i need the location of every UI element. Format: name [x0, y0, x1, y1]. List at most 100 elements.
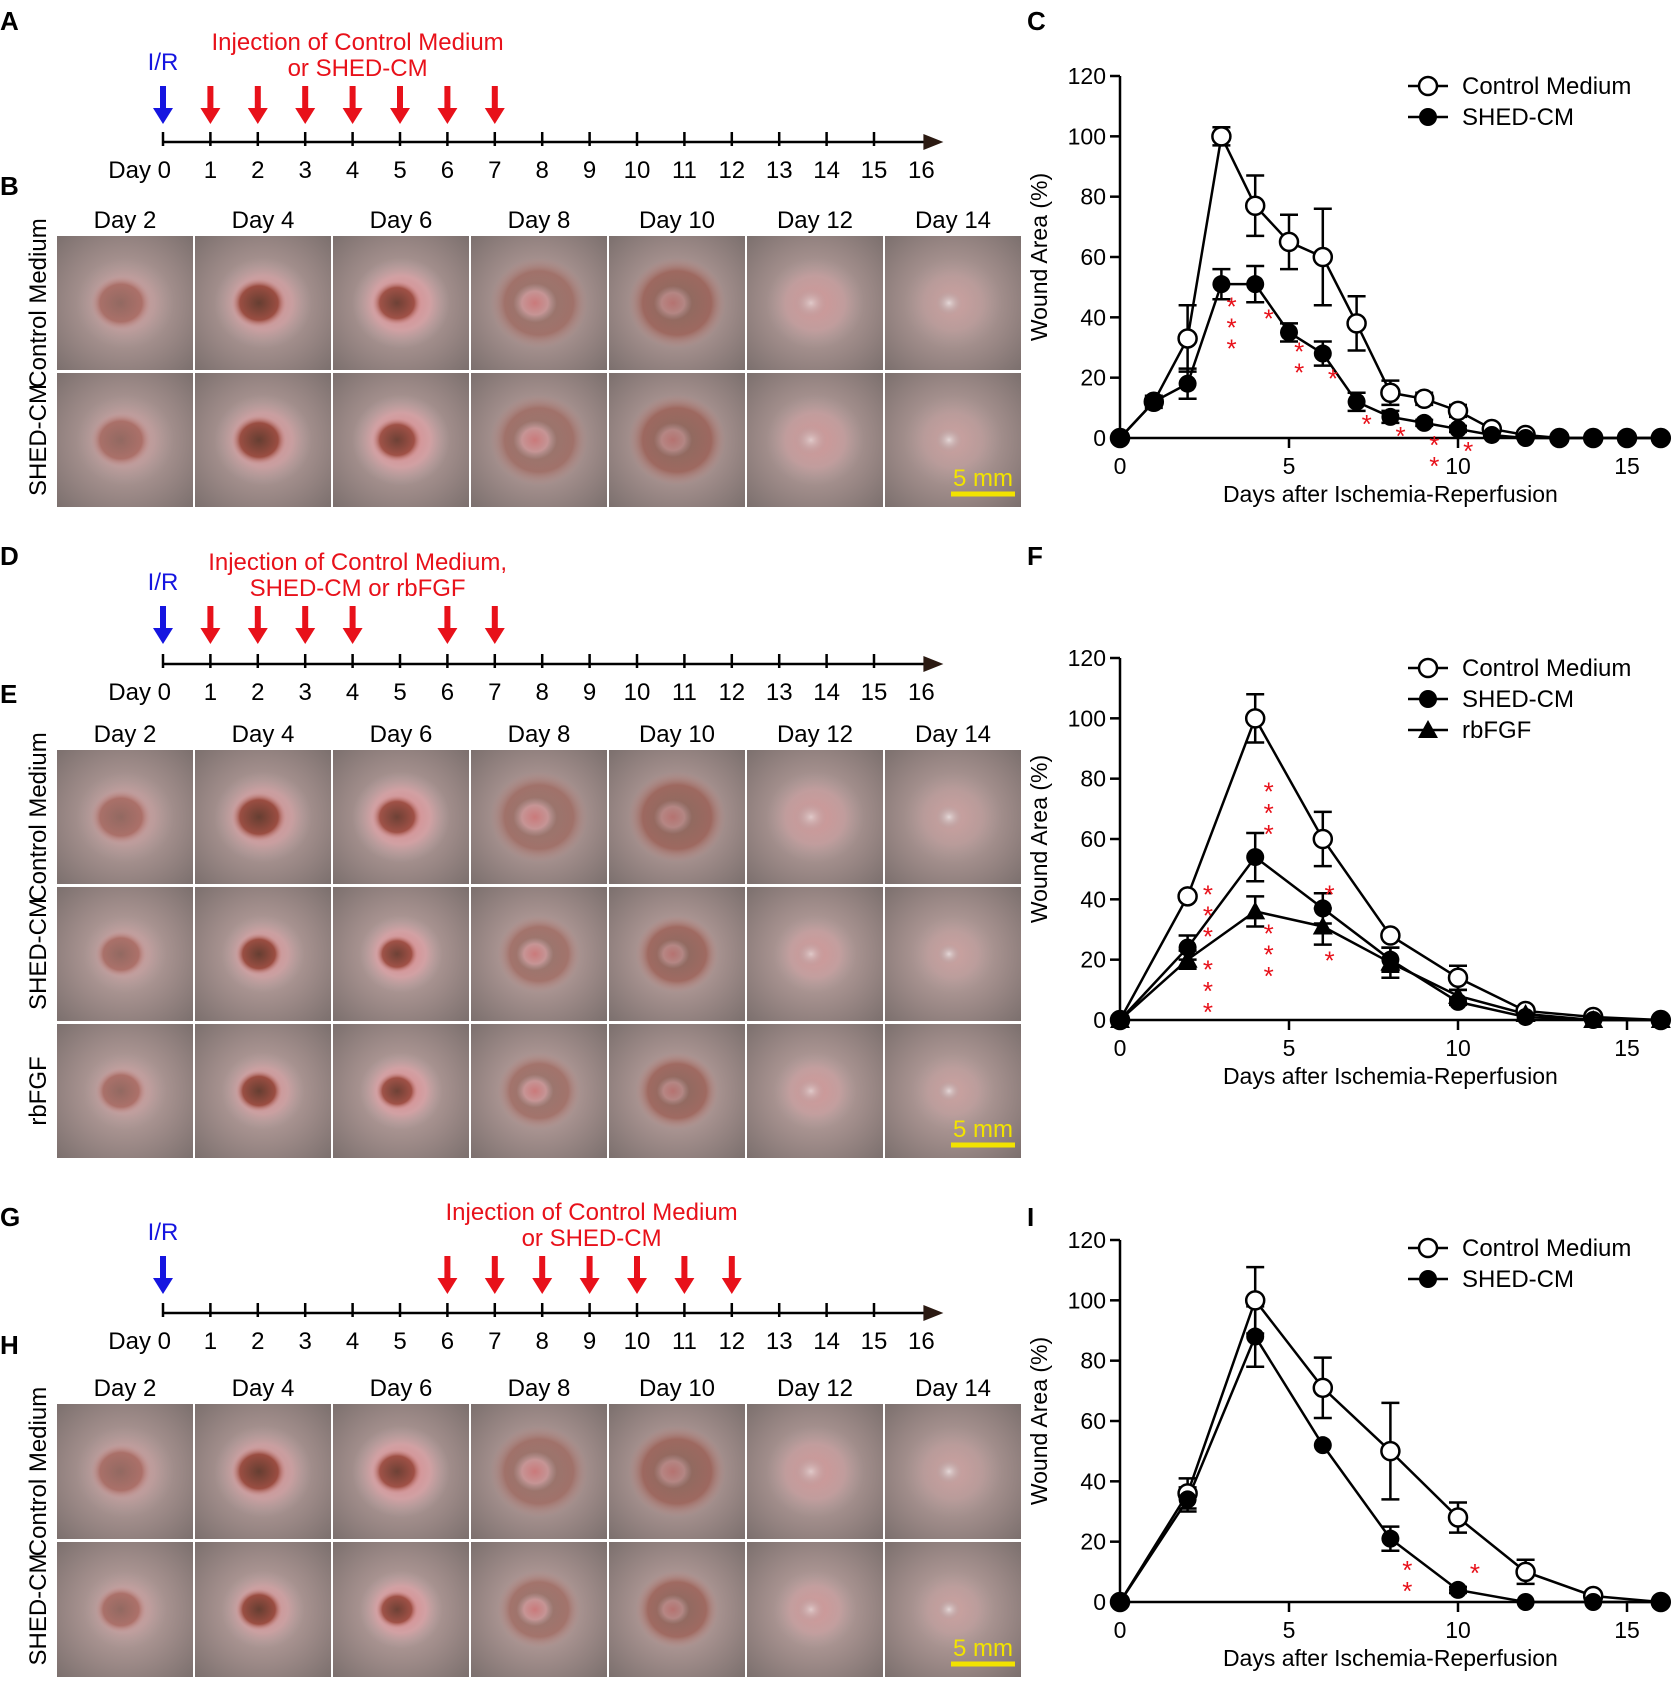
y-tick-label: 60 [1080, 826, 1106, 852]
timeline-tick-label: 2 [251, 1328, 264, 1355]
timeline-tick-label: 8 [536, 679, 549, 706]
x-axis-label: Days after Ischemia-Reperfusion [1223, 481, 1558, 507]
data-point [1413, 388, 1435, 410]
data-point [1312, 246, 1334, 268]
y-tick-label: 60 [1080, 244, 1106, 270]
y-tick-label: 120 [1068, 1227, 1106, 1253]
legend-label: SHED-CM [1462, 104, 1574, 131]
data-point [1313, 344, 1332, 363]
timeline-tick-label: 12 [718, 157, 745, 184]
x-tick-label: 10 [1445, 1035, 1471, 1061]
panel-label-a: A [0, 6, 19, 36]
timeline-tick-label: 9 [583, 1328, 596, 1355]
injection-arrow [484, 1256, 505, 1294]
significance-star: * [1324, 879, 1334, 909]
y-tick-label: 60 [1080, 1408, 1106, 1434]
wound-core [95, 1068, 147, 1114]
y-axis-label: Wound Area (%) [1026, 173, 1052, 341]
data-point [1244, 1290, 1266, 1311]
photo-row-label: SHED-CM [25, 1554, 52, 1666]
data-point [1516, 1593, 1535, 1611]
significance-star: * [1294, 358, 1304, 388]
photo-column-label: Day 6 [370, 1375, 433, 1402]
data-point [1313, 899, 1332, 918]
wound-core [376, 1590, 418, 1629]
data-point [1177, 949, 1198, 968]
wound-core [231, 792, 287, 842]
significance-star: * [1264, 819, 1274, 849]
injection-arrow [295, 86, 316, 124]
data-point [1415, 413, 1434, 432]
photo-column-label: Day 14 [915, 1375, 991, 1402]
data-point [1380, 382, 1401, 403]
x-tick-label: 5 [1283, 453, 1296, 479]
data-point [1278, 231, 1300, 253]
data-point [1313, 1436, 1332, 1455]
wound-core [376, 935, 418, 973]
data-point [1280, 323, 1298, 342]
timeline-tick-label: 8 [536, 157, 549, 184]
wound-core [794, 425, 828, 455]
significance-star: * [1470, 1558, 1480, 1588]
wound-core [656, 939, 690, 969]
significance-star: * [1362, 409, 1372, 439]
wound-core [516, 1074, 554, 1108]
photo-column-label: Day 8 [508, 207, 571, 234]
legend-marker [1418, 720, 1438, 738]
data-point [1111, 1593, 1129, 1611]
wound-core [937, 1080, 961, 1102]
timeline-tick-label: 5 [393, 157, 406, 184]
timeline-tick-label: 15 [861, 1328, 888, 1355]
photo-row-label: SHED-CM [25, 384, 52, 496]
y-tick-label: 80 [1080, 1348, 1106, 1374]
data-point [1178, 374, 1197, 393]
data-point [1381, 407, 1400, 426]
wound-core [935, 804, 963, 830]
photo-row-label: SHED-CM [25, 898, 52, 1010]
y-tick-label: 40 [1080, 886, 1106, 912]
injection-arrow [200, 86, 221, 124]
wound-core [91, 276, 151, 330]
photo-column-label: Day 6 [370, 207, 433, 234]
wound-core [797, 1078, 825, 1104]
x-axis-label: Days after Ischemia-Reperfusion [1223, 1645, 1558, 1671]
photo-column-label: Day 14 [915, 721, 991, 748]
data-point [1245, 901, 1266, 920]
photo-column-label: Day 8 [508, 1375, 571, 1402]
significance-star: * [1203, 997, 1213, 1027]
data-point [1177, 886, 1198, 907]
wound-core [516, 937, 554, 971]
data-point [1448, 985, 1468, 1004]
data-point [1447, 967, 1469, 989]
wound-core [794, 1456, 828, 1487]
significance-star: * [1203, 955, 1213, 985]
photo-grid-b: Day 2 Day 4 Day 6 Day 8 Day 10 Day 12 Day 14 Co… [25, 207, 1021, 507]
photo-column-label: Day 8 [508, 721, 571, 748]
timeline-arrowhead [923, 656, 944, 672]
significance-star: * [1324, 946, 1334, 976]
legend-label: Control Medium [1462, 1235, 1631, 1262]
wound-core [653, 1454, 693, 1489]
chart-c: 0 20 40 60 80 100 120 0 5 10 15 Days after Ischemia… [1026, 63, 1672, 507]
wound-core [235, 1588, 283, 1631]
significance-star: * [1226, 312, 1236, 342]
timeline-tick-label: Day 0 [108, 157, 171, 184]
timeline-tick-label: 13 [766, 1328, 793, 1355]
panel-label-b: B [0, 171, 19, 201]
wound-core [653, 285, 693, 321]
injection-arrow [437, 86, 458, 124]
x-tick-label: 15 [1614, 453, 1640, 479]
y-tick-label: 20 [1080, 1529, 1106, 1555]
photo-column-label: Day 10 [639, 1375, 715, 1402]
ir-arrow [153, 1256, 173, 1294]
panel-label-e: E [0, 679, 17, 709]
timeline-tick-label: 12 [718, 679, 745, 706]
injection-arrow [247, 606, 268, 644]
significance-star: * [1429, 430, 1439, 460]
wound-core [797, 941, 825, 967]
timeline-tick-label: 8 [536, 1328, 549, 1355]
data-point [1178, 938, 1197, 957]
data-point [1212, 275, 1231, 294]
wound-core [794, 288, 828, 318]
significance-star: * [1429, 451, 1439, 481]
